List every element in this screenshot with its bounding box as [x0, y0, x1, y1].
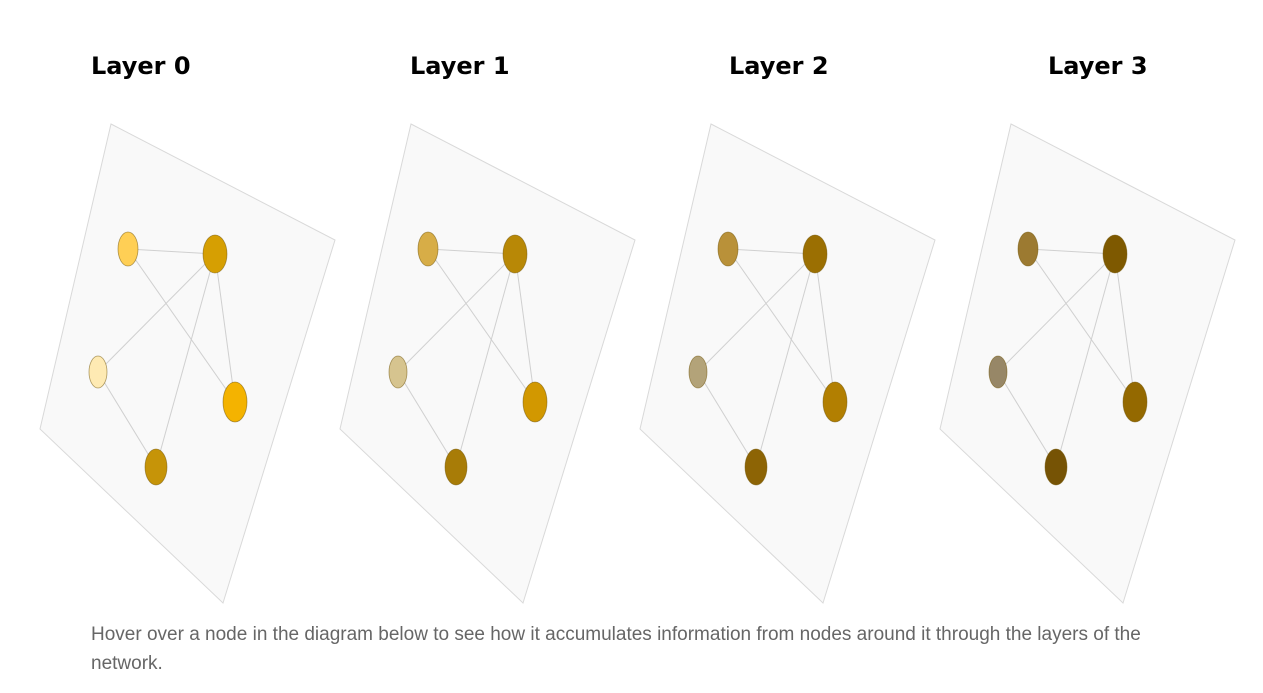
- gnn-layers-diagram: [39, 123, 1236, 604]
- layer-1-node-n2[interactable]: [502, 234, 528, 274]
- layer-0-node-n1[interactable]: [117, 231, 139, 267]
- layer-1-title: Layer 1: [410, 52, 510, 80]
- diagram-caption: Hover over a node in the diagram below t…: [91, 624, 1141, 674]
- edge-n2-n4: [814, 253, 836, 403]
- layer-3-node-n3[interactable]: [988, 355, 1008, 389]
- layer-3-plane: [939, 123, 1236, 604]
- edge-n1-n4: [127, 248, 236, 403]
- edge-n1-n4: [1027, 248, 1136, 403]
- layer-0-title: Layer 0: [91, 52, 191, 80]
- edge-n3-n5: [997, 371, 1057, 468]
- edge-n1-n2: [127, 248, 216, 255]
- edge-n2-n3: [97, 253, 216, 373]
- edge-n3-n5: [97, 371, 157, 468]
- layer-3-node-n4[interactable]: [1122, 381, 1148, 423]
- layer-0-plane: [39, 123, 336, 604]
- edge-n2-n5: [455, 253, 516, 468]
- edge-n2-n3: [997, 253, 1116, 373]
- layer-2-graph: [639, 123, 936, 604]
- edge-n2-n4: [214, 253, 236, 403]
- edge-n3-n5: [397, 371, 457, 468]
- layer-3-title: Layer 3: [1048, 52, 1148, 80]
- edge-n2-n5: [1055, 253, 1116, 468]
- layer-3-node-n5[interactable]: [1044, 448, 1068, 486]
- layer-1-node-n4[interactable]: [522, 381, 548, 423]
- edge-n2-n3: [697, 253, 816, 373]
- layer-1-node-n1[interactable]: [417, 231, 439, 267]
- layer-1-node-n5[interactable]: [444, 448, 468, 486]
- layer-0-node-n2[interactable]: [202, 234, 228, 274]
- layer-0-node-n4[interactable]: [222, 381, 248, 423]
- layer-1-plane: [339, 123, 636, 604]
- layer-0-graph: [39, 123, 336, 604]
- edge-n2-n4: [514, 253, 536, 403]
- edge-n2-n5: [155, 253, 216, 468]
- layer-2-node-n4[interactable]: [822, 381, 848, 423]
- layer-2-node-n5[interactable]: [744, 448, 768, 486]
- edge-n1-n4: [427, 248, 536, 403]
- layer-0-node-n5[interactable]: [144, 448, 168, 486]
- edge-n3-n5: [697, 371, 757, 468]
- layer-2-node-n2[interactable]: [802, 234, 828, 274]
- edge-n1-n2: [427, 248, 516, 255]
- layer-0-node-n3[interactable]: [88, 355, 108, 389]
- layer-3-node-n2[interactable]: [1102, 234, 1128, 274]
- edge-n1-n2: [727, 248, 816, 255]
- edge-n2-n3: [397, 253, 516, 373]
- edge-n1-n4: [727, 248, 836, 403]
- layer-2-plane: [639, 123, 936, 604]
- layer-2-node-n1[interactable]: [717, 231, 739, 267]
- layer-1-graph: [339, 123, 636, 604]
- layer-2-title: Layer 2: [729, 52, 829, 80]
- edge-n1-n2: [1027, 248, 1116, 255]
- edge-n2-n5: [755, 253, 816, 468]
- layer-3-node-n1[interactable]: [1017, 231, 1039, 267]
- layer-2-node-n3[interactable]: [688, 355, 708, 389]
- edge-n2-n4: [1114, 253, 1136, 403]
- layer-1-node-n3[interactable]: [388, 355, 408, 389]
- layer-3-graph: [939, 123, 1236, 604]
